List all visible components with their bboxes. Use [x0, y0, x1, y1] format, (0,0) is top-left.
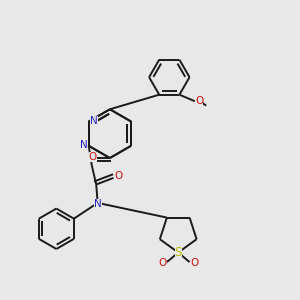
Text: O: O: [88, 152, 97, 162]
Text: N: N: [94, 199, 102, 209]
Text: S: S: [175, 246, 182, 259]
Text: N: N: [90, 116, 98, 126]
Text: O: O: [114, 171, 122, 181]
Text: O: O: [195, 96, 203, 106]
Text: O: O: [158, 258, 166, 268]
Text: N: N: [80, 140, 87, 150]
Text: O: O: [190, 258, 198, 268]
